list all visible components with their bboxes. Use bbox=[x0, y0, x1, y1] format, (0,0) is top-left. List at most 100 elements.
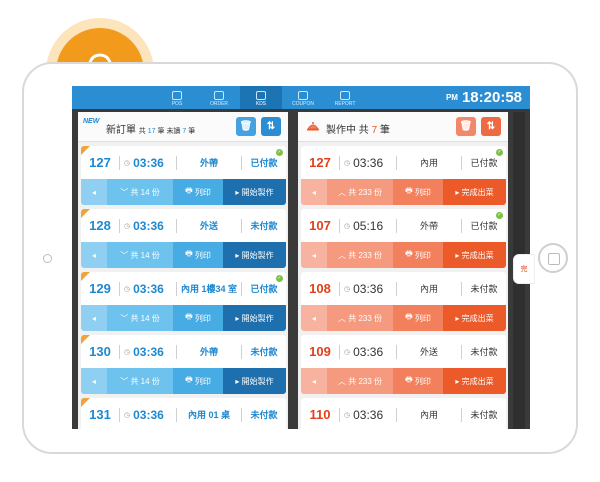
sort-arrows-icon: ⇅ bbox=[266, 121, 276, 132]
order-time-value: 03:36 bbox=[353, 407, 384, 422]
item-count-toggle[interactable]: ﹀ 共 14 份 bbox=[107, 368, 173, 394]
order-number: 127 bbox=[309, 155, 331, 170]
print-label: 列印 bbox=[194, 250, 211, 260]
print-button[interactable]: 🖶 列印 bbox=[173, 368, 223, 394]
sort-button[interactable]: ⇅ bbox=[481, 117, 501, 136]
caret-left-icon: ◂ bbox=[91, 376, 96, 386]
order-time-value: 03:36 bbox=[133, 344, 164, 359]
order-time: ◷ 05:16 bbox=[340, 219, 396, 233]
divider bbox=[241, 344, 242, 359]
order-action-bar: ◂ ︿ 共 233 份 🖶 列印 ▸ 完成出菜 bbox=[301, 368, 506, 394]
order-action-bar: ◂ ﹀ 共 14 份 🖶 列印 ▸ 開始製作 bbox=[81, 179, 286, 205]
order-card[interactable]: 131 ◷ 03:36 內用 01 桌 未付款 bbox=[81, 398, 286, 429]
order-type: 外送 bbox=[199, 221, 218, 231]
print-button[interactable]: 🖶 列印 bbox=[173, 305, 223, 331]
panel-title: 新訂單 bbox=[106, 125, 136, 136]
printer-icon: 🖶 bbox=[405, 312, 415, 321]
item-count-toggle[interactable]: ︿ 共 233 份 bbox=[327, 179, 393, 205]
order-card[interactable]: 127 ◷ 03:36 內用 已付款 ✓ ◂ ︿ 共 233 份 🖶 列印 ▸ 完成出菜 bbox=[301, 146, 506, 205]
nav-label: REPORT bbox=[334, 101, 356, 107]
order-number: 107 bbox=[309, 218, 331, 233]
print-button[interactable]: 🖶 列印 bbox=[393, 242, 443, 268]
delete-button[interactable]: 🗑 bbox=[456, 117, 476, 136]
order-card[interactable]: 109 ◷ 03:36 外送 未付款 ◂ ︿ 共 233 份 🖶 列印 ▸ 完成出菜 bbox=[301, 335, 506, 394]
chevron-icon: ︿ bbox=[337, 313, 349, 323]
nav-kds[interactable]: KDS bbox=[240, 86, 282, 109]
nav-order[interactable]: ORDER bbox=[198, 86, 240, 109]
collapse-button[interactable]: ◂ bbox=[81, 305, 107, 331]
item-count: 共 14 份 bbox=[130, 250, 160, 260]
start-cooking-button[interactable]: ▸ 開始製作 bbox=[223, 368, 286, 394]
order-card[interactable]: 110 ◷ 03:36 內用 未付款 bbox=[301, 398, 506, 429]
item-count-toggle[interactable]: ﹀ 共 14 份 bbox=[107, 179, 173, 205]
order-row: 128 ◷ 03:36 外送 未付款 bbox=[81, 209, 286, 242]
service-bell-icon bbox=[307, 122, 319, 131]
complete-serve-button[interactable]: ▸ 完成出菜 bbox=[443, 368, 506, 394]
delete-button[interactable]: 🗑 bbox=[236, 117, 256, 136]
in-progress-panel: 製作中 共 7 筆 🗑 ⇅ 127 ◷ 03:36 內用 已付款 ✓ ◂ ︿ 共 233 份 🖶… bbox=[298, 112, 508, 429]
item-count-toggle[interactable]: ︿ 共 233 份 bbox=[327, 242, 393, 268]
collapse-button[interactable]: ◂ bbox=[301, 368, 327, 394]
print-button[interactable]: 🖶 列印 bbox=[393, 179, 443, 205]
nav-report[interactable]: REPORT bbox=[324, 86, 366, 109]
complete-serve-button[interactable]: ▸ 完成出菜 bbox=[443, 179, 506, 205]
order-time-value: 03:36 bbox=[353, 281, 384, 296]
print-button[interactable]: 🖶 列印 bbox=[173, 179, 223, 205]
collapse-button[interactable]: ◂ bbox=[81, 242, 107, 268]
home-button[interactable] bbox=[538, 243, 568, 273]
payment-status: 未付款 bbox=[250, 347, 278, 357]
item-count-toggle[interactable]: ︿ 共 233 份 bbox=[327, 368, 393, 394]
clock-icon: ◷ bbox=[344, 159, 351, 167]
order-row: 107 ◷ 05:16 外帶 已付款 ✓ bbox=[301, 209, 506, 242]
pos-icon bbox=[172, 91, 182, 100]
divider bbox=[396, 155, 397, 170]
order-card[interactable]: 128 ◷ 03:36 外送 未付款 ◂ ﹀ 共 14 份 🖶 列印 ▸ 開始製作 bbox=[81, 209, 286, 268]
complete-serve-button[interactable]: ▸ 完成出菜 bbox=[443, 305, 506, 331]
side-tab[interactable]: 完 bbox=[513, 254, 535, 284]
order-card[interactable]: 129 ◷ 03:36 內用 1樓34 室已付款 ✓ ◂ ﹀ 共 14 份 🖶 列印 ▸ 開始製… bbox=[81, 272, 286, 331]
sort-arrows-icon: ⇅ bbox=[486, 121, 496, 132]
collapse-button[interactable]: ◂ bbox=[81, 368, 107, 394]
sort-button[interactable]: ⇅ bbox=[261, 117, 281, 136]
divider bbox=[241, 281, 242, 296]
order-card[interactable]: 108 ◷ 03:36 內用 未付款 ◂ ︿ 共 233 份 🖶 列印 ▸ 完成出菜 bbox=[301, 272, 506, 331]
start-cooking-button[interactable]: ▸ 開始製作 bbox=[223, 242, 286, 268]
order-number: 130 bbox=[89, 344, 111, 359]
chevron-icon: ﹀ bbox=[120, 376, 131, 386]
print-label: 列印 bbox=[194, 187, 211, 197]
divider bbox=[176, 281, 177, 296]
order-card[interactable]: 130 ◷ 03:36 外帶 未付款 ◂ ﹀ 共 14 份 🖶 列印 ▸ 開始製作 bbox=[81, 335, 286, 394]
coupon-icon bbox=[298, 91, 308, 100]
order-card[interactable]: 107 ◷ 05:16 外帶 已付款 ✓ ◂ ︿ 共 233 份 🖶 列印 ▸ 完成出菜 bbox=[301, 209, 506, 268]
nav-coupon[interactable]: COUPON bbox=[282, 86, 324, 109]
divider bbox=[339, 344, 340, 359]
complete-serve-button[interactable]: ▸ 完成出菜 bbox=[443, 242, 506, 268]
print-button[interactable]: 🖶 列印 bbox=[393, 305, 443, 331]
print-label: 列印 bbox=[194, 376, 211, 386]
order-row: 109 ◷ 03:36 外送 未付款 bbox=[301, 335, 506, 368]
item-count: 共 233 份 bbox=[348, 250, 383, 260]
order-type: 內用 01 桌 bbox=[187, 410, 230, 420]
start-cooking-button[interactable]: ▸ 開始製作 bbox=[223, 179, 286, 205]
collapse-button[interactable]: ◂ bbox=[301, 242, 327, 268]
collapse-button[interactable]: ◂ bbox=[81, 179, 107, 205]
collapse-button[interactable]: ◂ bbox=[301, 305, 327, 331]
order-type: 內用 bbox=[419, 158, 438, 168]
print-label: 列印 bbox=[414, 313, 431, 323]
printer-icon: 🖶 bbox=[405, 249, 415, 258]
divider bbox=[461, 344, 462, 359]
payment-status: 未付款 bbox=[470, 410, 498, 420]
play-icon: ▸ bbox=[235, 250, 242, 260]
order-card[interactable]: 127 ◷ 03:36 外帶 已付款 ✓ ◂ ﹀ 共 14 份 🖶 列印 ▸ 開始製作 bbox=[81, 146, 286, 205]
start-cooking-button[interactable]: ▸ 開始製作 bbox=[223, 305, 286, 331]
order-time: ◷ 03:36 bbox=[120, 345, 176, 359]
item-count-toggle[interactable]: ﹀ 共 14 份 bbox=[107, 305, 173, 331]
print-button[interactable]: 🖶 列印 bbox=[393, 368, 443, 394]
print-button[interactable]: 🖶 列印 bbox=[173, 242, 223, 268]
nav-pos[interactable]: POS bbox=[156, 86, 198, 109]
order-row: 130 ◷ 03:36 外帶 未付款 bbox=[81, 335, 286, 368]
collapse-button[interactable]: ◂ bbox=[301, 179, 327, 205]
item-count-toggle[interactable]: ︿ 共 233 份 bbox=[327, 305, 393, 331]
report-icon bbox=[340, 91, 350, 100]
item-count-toggle[interactable]: ﹀ 共 14 份 bbox=[107, 242, 173, 268]
